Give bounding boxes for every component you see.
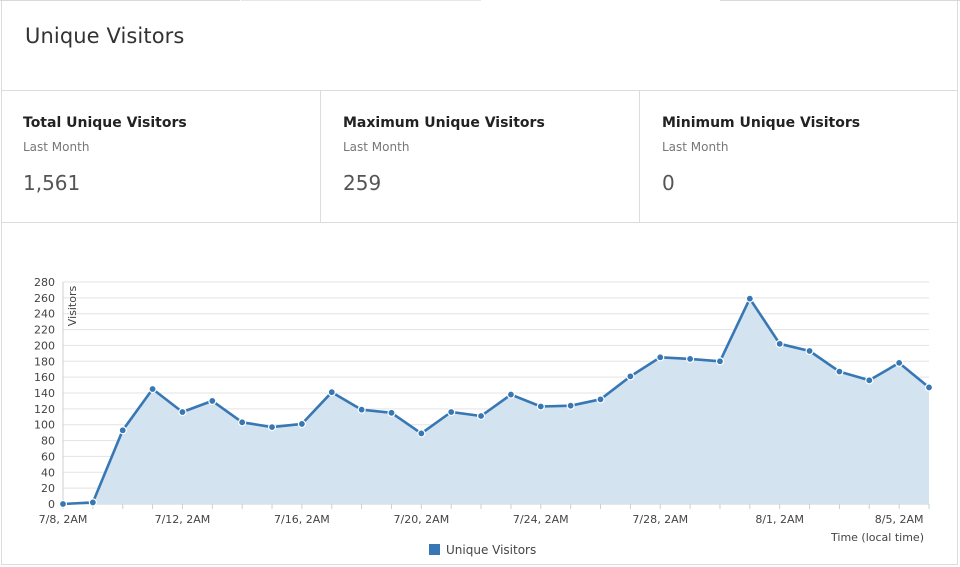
data-point bbox=[238, 418, 247, 427]
y-tick-label: 0 bbox=[48, 498, 55, 511]
y-tick-label: 240 bbox=[34, 308, 55, 321]
data-point bbox=[58, 499, 68, 509]
data-point bbox=[208, 396, 217, 406]
stat-period: Last Month bbox=[662, 140, 729, 154]
y-tick-label: 80 bbox=[41, 435, 55, 448]
y-tick-label: 100 bbox=[34, 419, 55, 432]
legend-swatch bbox=[429, 544, 440, 555]
stat-value: 1,561 bbox=[23, 171, 81, 195]
y-tick-label: 180 bbox=[34, 355, 55, 368]
data-point bbox=[88, 498, 97, 507]
stat-value: 259 bbox=[343, 171, 382, 195]
data-point bbox=[715, 357, 725, 366]
data-point bbox=[417, 429, 426, 438]
data-point bbox=[447, 407, 456, 417]
series-points bbox=[58, 294, 934, 509]
stat-value: 0 bbox=[662, 171, 675, 195]
data-point bbox=[745, 294, 754, 303]
y-tick-label: 140 bbox=[34, 387, 55, 400]
x-tick-label: 7/24, 2AM bbox=[513, 513, 569, 526]
x-tick-label: 8/1, 2AM bbox=[755, 513, 804, 526]
x-tick-label: 8/5, 2AM bbox=[875, 513, 924, 526]
data-point bbox=[267, 422, 277, 432]
data-point bbox=[626, 372, 635, 381]
data-point bbox=[148, 384, 157, 394]
stat-label: Maximum Unique Visitors bbox=[343, 115, 545, 131]
y-tick-label: 20 bbox=[41, 482, 55, 495]
stat-maximum: Maximum Unique Visitors Last Month 259 bbox=[320, 90, 640, 222]
stat-period: Last Month bbox=[23, 140, 90, 154]
data-point bbox=[566, 401, 575, 410]
x-tick-label: 7/28, 2AM bbox=[632, 513, 688, 526]
series-line bbox=[62, 297, 930, 506]
data-point bbox=[178, 407, 187, 417]
y-axis: 0 20 40 60 80 100 120 140 160 180 200 220 240 260 280 bbox=[34, 276, 64, 511]
data-point bbox=[656, 353, 665, 362]
x-tick-label: 7/20, 2AM bbox=[393, 513, 449, 526]
stat-period: Last Month bbox=[343, 140, 410, 154]
panel-header: Unique Visitors bbox=[1, 1, 958, 91]
stats-row: Total Unique Visitors Last Month 1,561 M… bbox=[1, 90, 958, 223]
stat-label: Total Unique Visitors bbox=[23, 115, 187, 131]
data-point bbox=[327, 388, 336, 397]
y-tick-label: 280 bbox=[34, 276, 55, 289]
y-tick-label: 60 bbox=[41, 450, 55, 463]
data-point bbox=[686, 354, 695, 364]
visitors-chart: 020406080100120140160180200220240260280 … bbox=[34, 276, 934, 557]
x-tick-label: 7/12, 2AM bbox=[155, 513, 211, 526]
chart-legend[interactable]: Unique Visitors bbox=[429, 543, 536, 557]
stat-total: Total Unique Visitors Last Month 1,561 bbox=[1, 90, 321, 222]
data-point bbox=[835, 367, 844, 376]
data-point bbox=[924, 383, 934, 392]
data-point bbox=[357, 405, 366, 414]
x-tick-label: 7/8, 2AM bbox=[39, 513, 88, 526]
y-tick-label: 260 bbox=[34, 292, 55, 305]
data-point bbox=[596, 395, 605, 404]
data-point bbox=[506, 390, 516, 399]
y-tick-label: 40 bbox=[41, 466, 55, 479]
data-point bbox=[476, 411, 486, 421]
data-point bbox=[895, 358, 904, 367]
top-border-segment bbox=[720, 0, 960, 1]
top-border-segment bbox=[0, 0, 240, 1]
y-tick-label: 220 bbox=[34, 324, 55, 337]
stat-label: Minimum Unique Visitors bbox=[662, 115, 861, 131]
data-point bbox=[805, 346, 814, 356]
legend-label: Unique Visitors bbox=[446, 543, 536, 557]
data-point bbox=[297, 419, 306, 429]
y-tick-label: 200 bbox=[34, 339, 55, 352]
y-tick-label: 160 bbox=[34, 371, 55, 384]
panel-title: Unique Visitors bbox=[25, 24, 185, 48]
y-tick-label: 120 bbox=[34, 403, 55, 416]
x-axis-label: Time (local time) bbox=[830, 531, 924, 544]
data-point bbox=[387, 408, 396, 417]
top-border-segment bbox=[241, 0, 481, 1]
top-border bbox=[0, 0, 960, 2]
data-point bbox=[536, 402, 545, 411]
x-axis: 7/8, 2AM 7/12, 2AM 7/16, 2AM 7/20, 2AM 7/24,… bbox=[39, 503, 930, 526]
data-point bbox=[775, 339, 784, 348]
stat-minimum: Minimum Unique Visitors Last Month 0 bbox=[639, 90, 958, 222]
series-area bbox=[63, 298, 929, 504]
data-point bbox=[118, 426, 127, 435]
x-tick-label: 7/16, 2AM bbox=[274, 513, 330, 526]
data-point bbox=[865, 376, 874, 385]
y-axis-label: Visitors bbox=[66, 286, 79, 327]
